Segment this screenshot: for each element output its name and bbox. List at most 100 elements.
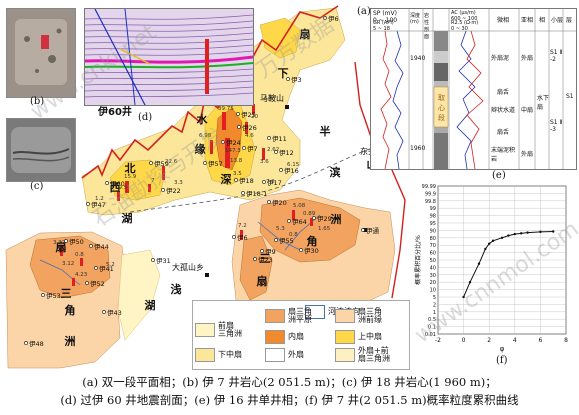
legend-swatch	[195, 323, 215, 337]
region-label: 湖	[145, 298, 156, 312]
seismic-section-inset	[84, 8, 254, 106]
well-marker	[262, 180, 266, 184]
legend-item: 内扇	[265, 328, 333, 346]
data-point	[539, 230, 542, 234]
well-name: 伊59	[154, 159, 169, 168]
thickness-value: 147.3	[225, 148, 241, 154]
legend-swatch	[335, 348, 355, 362]
well-name: 伊6	[237, 233, 248, 242]
well-log-panel: SP (mV) 0 ~ 100 GR (API) 5 ~ 18 深度(m) 岩性…	[370, 8, 577, 170]
well-marker	[253, 257, 257, 261]
well-name: 伊17	[267, 178, 282, 187]
legend-label: 下中扇	[218, 350, 242, 359]
legend-swatch	[305, 305, 325, 319]
thickness-value: 15.9	[124, 174, 137, 180]
log-header-sp: SP (mV) 0 ~ 100	[373, 10, 398, 24]
y-tick-label: 99.8	[425, 199, 436, 205]
layer-label: S1	[566, 93, 574, 100]
region-label: 浅	[171, 282, 182, 296]
well-marker	[286, 77, 290, 81]
well-name: 伊44	[94, 242, 109, 251]
figure-caption-line-1: (a) 双一段平面相；(b) 伊 7 井岩心(2 051.5 m)；(c) 伊 …	[82, 375, 497, 389]
region-label: 洲	[65, 335, 76, 348]
well-name: 伊7	[247, 144, 258, 153]
x-tick-label: 4	[513, 337, 517, 344]
x-tick-label: -2	[435, 337, 441, 344]
legend-swatch	[265, 309, 285, 323]
y-tick-label: 90	[430, 228, 436, 234]
legend-item: 上中扇	[335, 328, 405, 346]
well-name: 伊48	[29, 339, 44, 348]
well-name: 伊43	[107, 308, 122, 317]
log-header-sublayer: 小层	[551, 17, 564, 24]
legend-label: 扇三角 洲前缘	[358, 307, 382, 324]
microfacies-4: 末端泥积岩	[491, 147, 516, 163]
log-header-litho: 岩性剖面	[424, 13, 430, 40]
thickness-value: 0.8	[289, 232, 298, 238]
y-tick-label: 50	[430, 258, 436, 264]
log-header-microfacies: 微相	[497, 17, 510, 24]
data-point	[526, 231, 529, 234]
figure-caption-line-2: (d) 过伊 60 井地震剖面；(e) 伊 16 井单井相；(f) 伊 7 井(…	[60, 393, 519, 407]
well-name: 伊64	[292, 217, 307, 226]
pre-delta-sw	[117, 249, 161, 341]
thickness-value: 6.87	[264, 96, 277, 102]
well-name: 伊23	[258, 255, 273, 264]
legend-item: 下中扇	[195, 346, 263, 364]
map-region-labels: 扇下马鞍山半水缘北西深滨湖洲角三扇大孤山乡扇三角洲湖浅东尖山	[56, 27, 378, 348]
map-thickness-values: 6.87 39.75 20 4.6 6.98 2.62 147.3 13.8 3.6 6.15 22…	[53, 96, 331, 278]
legend-swatch	[195, 348, 215, 362]
well-marker	[41, 293, 45, 297]
legend-label: 外扇+前 扇三角洲	[358, 346, 390, 363]
subfacies-2: 外扇	[521, 151, 534, 158]
region-label: 半	[320, 124, 331, 138]
thickness-value: 4.6	[245, 133, 254, 139]
well-name: 伊22	[166, 186, 181, 195]
y-tick-label: 30	[430, 273, 436, 279]
sublayer-1: S1 Ⅱ -3	[550, 119, 563, 133]
well-name: 伊9	[265, 247, 276, 256]
region-label: 北	[125, 161, 136, 175]
well-marker	[24, 341, 28, 345]
seismic-image	[85, 9, 253, 105]
microfacies-1: 扇舌	[497, 89, 510, 96]
region-label: 马鞍山	[260, 93, 284, 103]
y-tick-label: 40	[430, 265, 436, 271]
sp-curve	[380, 30, 392, 170]
facies-label: 水下扇	[537, 95, 550, 111]
fan-delta-plain-sw	[29, 235, 111, 299]
well-name: 伊11	[272, 134, 287, 143]
region-label: 三	[260, 252, 271, 265]
core-photo-c	[6, 118, 76, 182]
well-marker	[242, 146, 246, 150]
region-label: 角	[65, 303, 76, 317]
y-tick-label: 99	[430, 206, 436, 212]
panel-label-e: (e)	[492, 170, 506, 181]
region-label: 湖	[122, 211, 133, 225]
y-axis-label: 概率累积百分比/%	[414, 235, 422, 285]
y-tick-label: 20	[430, 280, 436, 286]
y-tick-label: 0.1	[428, 325, 436, 331]
thickness-value: 5.08	[293, 203, 306, 209]
eastern-boundary-line	[354, 61, 406, 299]
region-label: 角	[307, 234, 318, 248]
data-point	[500, 236, 504, 239]
region-label: 水	[197, 112, 209, 126]
y-tick-label: 60	[430, 251, 436, 257]
thickness-value: 1.65	[318, 226, 331, 232]
panel-label-b: (b)	[30, 96, 45, 107]
gr-curve	[392, 30, 404, 170]
legend-label: 扇三角 洲平原	[288, 307, 312, 324]
panel-label-f: (f)	[496, 355, 508, 366]
core-section-marker	[433, 86, 449, 128]
region-label: 西	[110, 181, 121, 194]
thickness-value: 22.6	[165, 159, 178, 165]
well-marker	[232, 235, 236, 239]
river-1	[257, 221, 301, 251]
thickness-value: 3.6	[260, 159, 269, 165]
data-point	[468, 281, 472, 284]
legend-item: 扇三角 洲前缘	[335, 307, 405, 325]
region-label: 深	[221, 172, 232, 186]
core-section-label: 取 心 段	[438, 94, 445, 122]
